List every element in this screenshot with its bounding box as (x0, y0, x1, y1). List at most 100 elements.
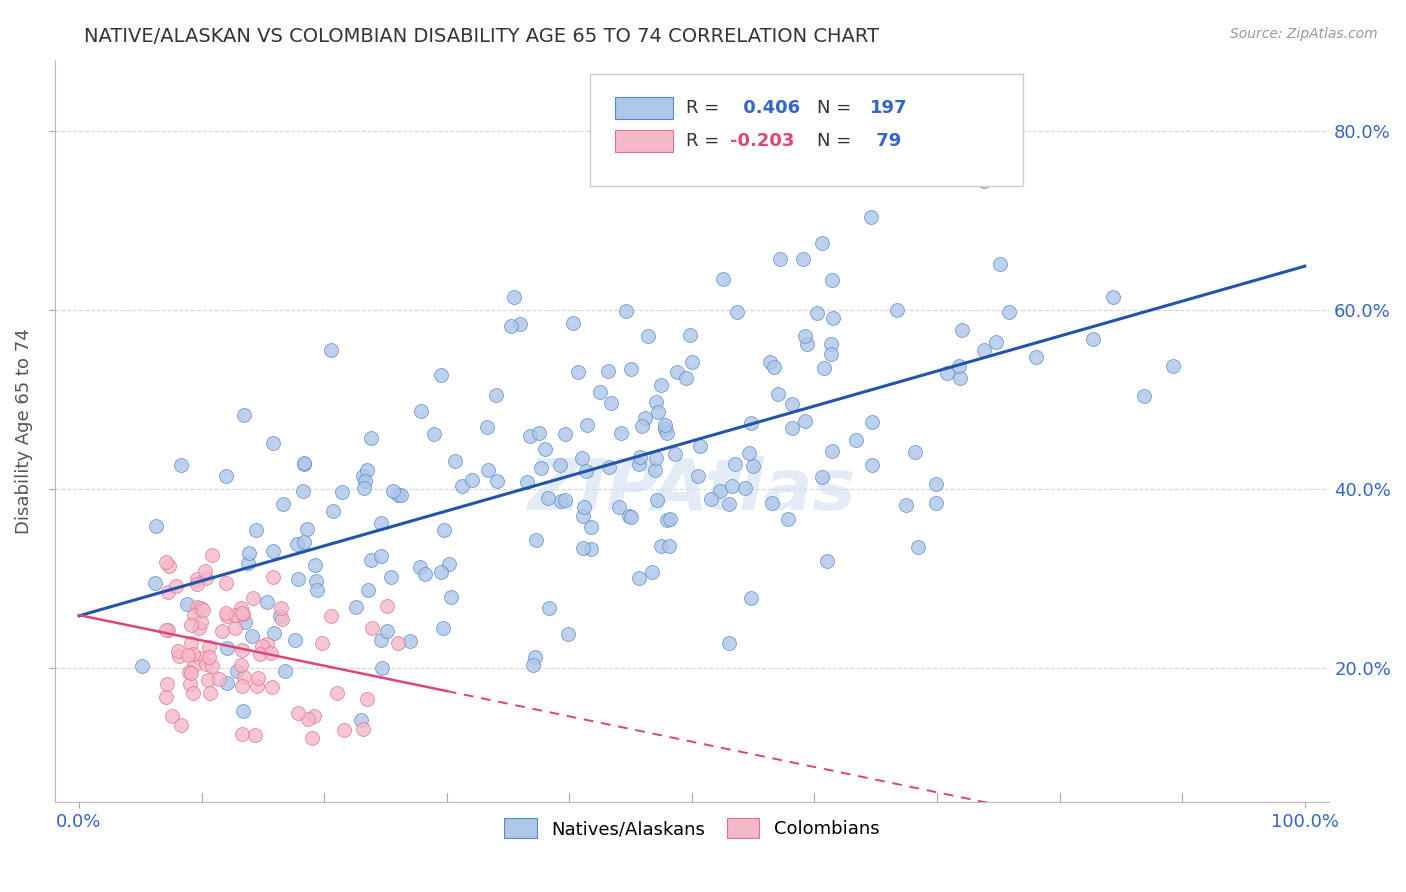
Point (305, 574, 328, 589)
Point (238, 556, 260, 570)
Point (411, 404, 433, 418)
Point (271, 611, 294, 625)
Point (232, 704, 254, 718)
Point (516, 475, 538, 490)
Point (357, 582, 380, 597)
Point (477, 463, 499, 477)
Point (194, 564, 217, 578)
Point (354, 474, 377, 488)
Point (627, 570, 650, 584)
Point (143, 576, 166, 591)
Point (247, 671, 270, 685)
Point (170, 718, 193, 732)
Point (305, 582, 328, 597)
Point (260, 646, 283, 660)
Point (198, 640, 221, 655)
Point (724, 457, 747, 471)
Point (271, 496, 294, 510)
Point (796, 337, 818, 351)
FancyBboxPatch shape (616, 130, 673, 153)
Point (628, 450, 651, 465)
Point (742, 458, 765, 473)
Point (633, 411, 655, 425)
Point (233, 615, 256, 629)
Point (191, 603, 214, 617)
Point (350, 713, 373, 727)
Point (815, 554, 838, 568)
Point (519, 429, 541, 443)
Point (645, 493, 668, 508)
Point (823, 311, 845, 326)
Point (263, 626, 285, 640)
Point (432, 622, 454, 636)
Point (761, 496, 783, 510)
Point (845, 433, 868, 447)
Point (186, 599, 208, 614)
Point (647, 404, 669, 418)
Point (215, 609, 238, 624)
Point (657, 425, 679, 440)
Point (389, 487, 412, 501)
Point (352, 469, 374, 483)
Point (361, 621, 384, 635)
Point (460, 473, 482, 487)
Text: R =: R = (686, 132, 724, 150)
Point (160, 709, 183, 723)
Point (820, 336, 842, 351)
Point (344, 599, 367, 614)
Point (709, 483, 731, 498)
Point (575, 464, 598, 478)
Point (380, 570, 402, 584)
Point (768, 252, 790, 267)
Point (256, 637, 278, 651)
Point (157, 559, 180, 574)
Point (813, 360, 835, 375)
Point (654, 422, 676, 436)
Point (655, 513, 678, 527)
Point (821, 443, 844, 458)
Point (894, 499, 917, 513)
Point (356, 691, 378, 706)
Point (904, 445, 927, 459)
Point (229, 657, 252, 672)
Point (988, 257, 1011, 271)
Point (243, 728, 266, 742)
Point (387, 488, 409, 502)
Point (188, 650, 211, 665)
Point (1101, 290, 1123, 304)
Point (198, 649, 221, 664)
Point (550, 458, 572, 472)
Point (475, 420, 498, 434)
Point (614, 303, 637, 318)
Text: -0.203: -0.203 (730, 132, 794, 150)
Point (628, 457, 651, 471)
Point (292, 534, 315, 549)
Point (319, 343, 342, 358)
Point (718, 636, 741, 650)
Point (699, 491, 721, 506)
Point (256, 595, 278, 609)
Point (567, 365, 589, 379)
Point (242, 591, 264, 605)
Point (658, 512, 681, 526)
Text: R =: R = (686, 99, 724, 117)
Point (238, 546, 260, 560)
Point (679, 327, 702, 342)
Point (179, 665, 201, 679)
Point (176, 597, 198, 611)
Point (224, 607, 246, 622)
Point (759, 355, 782, 369)
Point (650, 539, 672, 553)
Point (274, 664, 297, 678)
Point (620, 361, 643, 376)
Point (1133, 389, 1156, 403)
Point (1083, 332, 1105, 346)
Point (450, 479, 472, 493)
Point (530, 460, 553, 475)
Point (352, 722, 374, 736)
Point (387, 636, 409, 650)
Point (860, 415, 883, 429)
Point (249, 647, 271, 661)
Point (302, 709, 325, 723)
Point (820, 347, 842, 361)
